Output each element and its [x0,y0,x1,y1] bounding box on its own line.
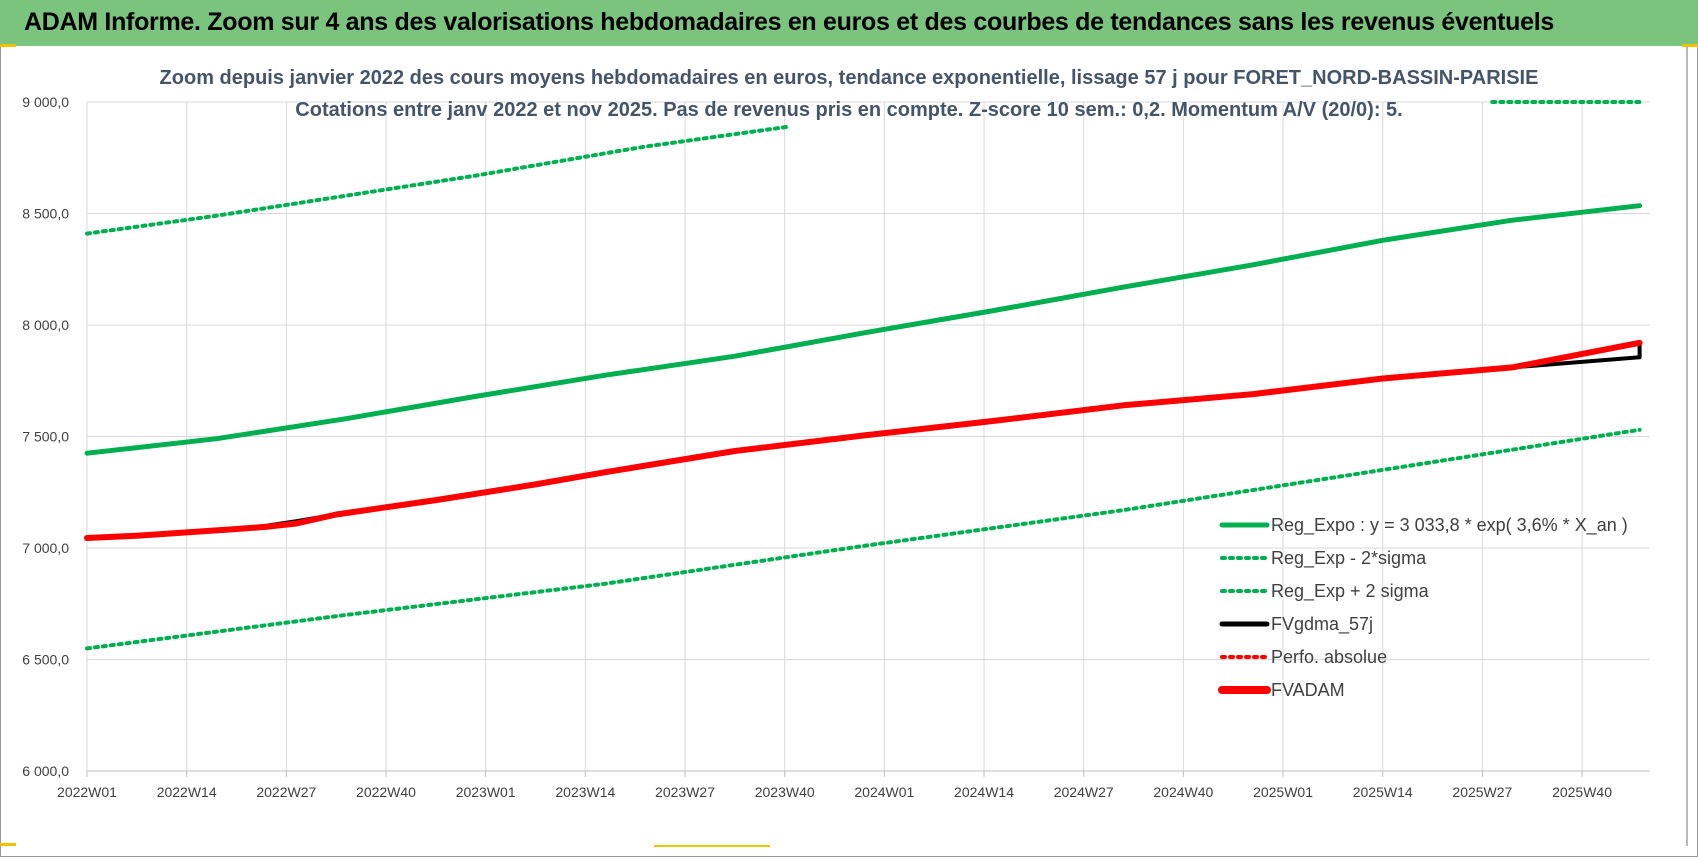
series-line-fvgdma-57j [85,340,1642,540]
banner-title: ADAM Informe. Zoom sur 4 ans des valoris… [24,8,1554,36]
corner-mark-top-right [1682,44,1698,47]
x-tick-label: 2022W27 [256,784,316,800]
legend-label-reg-exp-2-sigma: Reg_Exp + 2 sigma [1271,581,1430,602]
y-tick-label: 8 500,0 [22,206,69,222]
corner-mark-bottom-center [654,845,770,847]
legend-label-fvadam: FVADAM [1271,680,1345,700]
legend-label-reg-expo-y-3-033-8-exp-3-6-x-an: Reg_Expo : y = 3 033,8 * exp( 3,6% * X_a… [1271,515,1628,536]
x-tick-label: 2025W40 [1552,784,1612,800]
x-tick-label: 2023W40 [755,784,815,800]
x-tick-label: 2023W01 [456,784,516,800]
corner-mark-top-left [0,44,16,47]
x-tick-label: 2022W01 [57,784,117,800]
x-tick-label: 2025W01 [1253,784,1313,800]
x-tick-label: 2023W27 [655,784,715,800]
corner-mark-right-edge [1686,46,1688,846]
x-tick-label: 2023W14 [555,784,615,800]
series-line-fvadam [84,339,1643,541]
x-tick-label: 2025W14 [1353,784,1413,800]
chart-subtitle: Cotations entre janv 2022 et nov 2025. P… [295,99,1402,121]
x-tick-label: 2024W27 [1054,784,1114,800]
x-tick-label: 2022W40 [356,784,416,800]
series-line-reg-expo-y-3-033-8-exp-3-6-x-an [84,203,1643,456]
y-tick-label: 6 000,0 [22,763,69,779]
legend: Reg_Expo : y = 3 033,8 * exp( 3,6% * X_a… [1218,515,1628,700]
line-chart: 6 000,0 6 500,0 7 000,0 7 500,0 8 000,0 8 500… [22,67,1650,800]
title-backdrop [1300,70,1536,100]
legend-label-fvgdma-57j: FVgdma_57j [1271,614,1373,635]
legend-label-reg-exp-2-sigma: Reg_Exp - 2*sigma [1271,548,1427,569]
y-tick-label: 8 000,0 [22,317,69,333]
title-banner: ADAM Informe. Zoom sur 4 ans des valoris… [0,0,1698,46]
series-layer [84,100,1643,651]
axis-layer: 6 000,0 6 500,0 7 000,0 7 500,0 8 000,0 8 500… [22,94,1650,800]
series-line-reg-exp-2-sigma [85,427,1642,651]
y-tick-label: 7 000,0 [22,540,69,556]
y-tick-label: 7 500,0 [22,429,69,445]
x-tick-label: 2022W14 [157,784,217,800]
chart-title: Zoom depuis janvier 2022 des cours moyen… [160,67,1539,89]
series-line-reg-exp-2-sigma [85,124,792,236]
corner-mark-bottom-left [0,843,16,846]
y-tick-label: 6 500,0 [22,652,69,668]
grid-layer [86,101,1650,772]
legend-label-perfo-absolue: Perfo. absolue [1271,647,1387,667]
x-tick-label: 2025W27 [1452,784,1512,800]
x-tick-label: 2024W01 [854,784,914,800]
x-tick-label: 2024W40 [1153,784,1213,800]
x-tick-label: 2024W14 [954,784,1014,800]
y-tick-label: 9 000,0 [22,94,69,110]
